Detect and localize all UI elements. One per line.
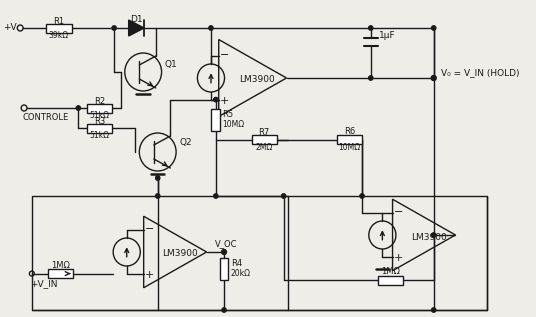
Text: 10MΩ: 10MΩ: [338, 143, 361, 152]
Circle shape: [431, 76, 436, 80]
Bar: [337, 135, 362, 144]
Text: LM3900: LM3900: [162, 249, 198, 258]
Text: +: +: [393, 253, 403, 262]
Bar: [87, 103, 112, 113]
Circle shape: [222, 308, 226, 312]
Text: 10MΩ: 10MΩ: [222, 120, 245, 129]
Circle shape: [209, 26, 213, 30]
Text: +V: +V: [3, 23, 16, 33]
Text: +V_IN: +V_IN: [30, 279, 57, 288]
Text: 20kΩ: 20kΩ: [231, 269, 251, 279]
Circle shape: [214, 97, 218, 102]
Text: R6: R6: [344, 127, 355, 136]
Text: D1: D1: [130, 16, 143, 24]
Polygon shape: [129, 20, 144, 36]
Text: 39kΩ: 39kΩ: [49, 30, 69, 40]
Circle shape: [155, 176, 160, 180]
Circle shape: [214, 194, 218, 198]
Circle shape: [281, 194, 286, 198]
Text: Q2: Q2: [179, 138, 192, 146]
Circle shape: [155, 194, 160, 198]
Circle shape: [369, 76, 373, 80]
Text: −: −: [220, 50, 229, 61]
Bar: [377, 275, 403, 284]
Text: 1µF: 1µF: [378, 31, 395, 41]
Text: 1MΩ: 1MΩ: [51, 261, 70, 270]
Bar: [87, 124, 112, 133]
Text: +: +: [220, 96, 229, 106]
Circle shape: [431, 308, 436, 312]
Text: R3: R3: [94, 117, 105, 126]
Circle shape: [360, 194, 364, 198]
Text: +: +: [145, 269, 154, 280]
Circle shape: [112, 26, 116, 30]
Text: LM3900: LM3900: [411, 232, 446, 242]
Text: −: −: [393, 207, 403, 217]
Text: 51kΩ: 51kΩ: [90, 112, 110, 120]
Text: V₀ = V_IN (HOLD): V₀ = V_IN (HOLD): [442, 68, 520, 77]
Circle shape: [76, 106, 80, 110]
Text: R7: R7: [258, 128, 270, 137]
Text: R2: R2: [94, 96, 105, 106]
Bar: [32, 196, 487, 310]
Text: R5: R5: [222, 110, 234, 119]
Text: 51kΩ: 51kΩ: [90, 132, 110, 140]
Text: 1MΩ: 1MΩ: [381, 268, 399, 276]
Text: 2MΩ: 2MΩ: [256, 143, 273, 152]
Circle shape: [222, 250, 226, 254]
Bar: [251, 135, 277, 144]
Text: CONTROLE: CONTROLE: [22, 113, 69, 121]
Text: LM3900: LM3900: [240, 75, 276, 85]
Bar: [46, 23, 71, 33]
Bar: [220, 258, 228, 280]
Text: R1: R1: [54, 17, 64, 27]
Text: Q1: Q1: [165, 60, 177, 68]
Circle shape: [431, 26, 436, 30]
Text: R4: R4: [231, 260, 242, 268]
Text: −: −: [145, 224, 154, 234]
Text: V_OC: V_OC: [215, 240, 237, 249]
Circle shape: [431, 233, 436, 237]
Bar: [212, 109, 220, 131]
Circle shape: [369, 26, 373, 30]
Bar: [48, 269, 73, 278]
